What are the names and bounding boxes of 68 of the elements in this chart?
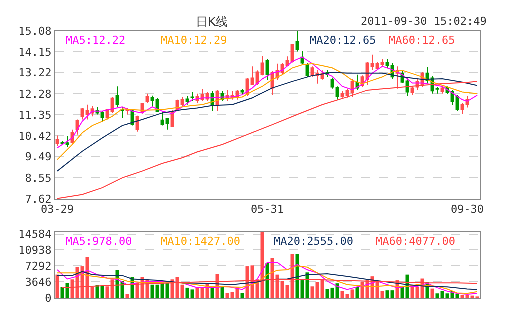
candlestick — [186, 96, 190, 106]
text: MA10:12.29 — [161, 34, 228, 47]
bar — [356, 287, 360, 298]
text: MA10:1427.00 — [161, 235, 240, 248]
line-series — [57, 56, 478, 149]
text: MA60:12.65 — [389, 34, 456, 47]
candlestick — [66, 136, 70, 148]
candlestick — [250, 66, 254, 86]
candlestick — [120, 106, 124, 119]
bar — [56, 274, 60, 298]
candlestick — [370, 54, 374, 70]
bar — [126, 294, 130, 298]
y-tick-label: 14.15 — [18, 46, 52, 59]
chart-title: 日K线 — [196, 15, 228, 30]
candlestick — [296, 31, 300, 52]
candlestick — [190, 92, 194, 102]
text: MA20:2555.00 — [274, 235, 354, 248]
candlestick — [116, 86, 120, 108]
candlestick — [340, 90, 344, 98]
candlestick — [166, 118, 170, 130]
candlestick — [146, 93, 150, 104]
y-tick-label: 11.35 — [18, 108, 52, 122]
text: MA5:12.22 — [66, 34, 126, 47]
y-tick-label: 9.49 — [25, 150, 52, 164]
candlestick — [440, 86, 444, 94]
line-series — [62, 279, 478, 288]
line-series — [57, 72, 478, 172]
line-series — [57, 271, 478, 290]
line-series — [57, 81, 478, 199]
candlestick — [150, 95, 154, 108]
bar — [210, 288, 214, 298]
text: MA5:978.00 — [66, 235, 132, 248]
x-tick-label: 09-30 — [450, 203, 484, 216]
bar — [430, 288, 434, 298]
x-tick-label: 05-31 — [250, 203, 284, 216]
candlestick — [86, 104, 90, 120]
candlestick — [380, 58, 384, 68]
line-series — [57, 63, 478, 160]
y-tick-label: 8.55 — [25, 172, 52, 185]
y-tick-label: 0 — [45, 292, 52, 305]
text: MA60:4077.00 — [376, 235, 456, 248]
y-tick-label: 13.22 — [18, 66, 52, 80]
y-tick-label: 12.28 — [18, 88, 52, 101]
candlestick — [460, 102, 464, 116]
y-tick-label: 10938 — [18, 244, 52, 258]
candlestick — [410, 86, 414, 96]
candlestick — [80, 108, 84, 120]
candlestick — [330, 77, 334, 90]
y-tick-label: 10.42 — [18, 130, 52, 143]
bar — [266, 263, 270, 298]
y-tick-label: 7.62 — [25, 192, 52, 206]
x-tick-label: 03-29 — [40, 203, 74, 216]
candlestick — [336, 86, 340, 100]
candlestick — [180, 96, 184, 107]
y-tick-label: 14584 — [18, 228, 52, 242]
chart-subtitle: 2011-09-30 15:02:49 — [361, 15, 487, 28]
y-tick-label: 3646 — [25, 276, 52, 289]
candlestick — [386, 58, 390, 69]
candlestick — [240, 88, 244, 96]
bar — [240, 293, 244, 298]
candlestick — [260, 56, 264, 76]
bar — [220, 286, 224, 298]
candlestick — [56, 135, 60, 148]
candlestick — [436, 86, 440, 94]
text: MA20:12.65 — [310, 34, 376, 47]
candlestick — [160, 111, 164, 126]
y-tick-label: 15.08 — [18, 24, 52, 38]
y-tick-label: 7292 — [25, 260, 52, 273]
